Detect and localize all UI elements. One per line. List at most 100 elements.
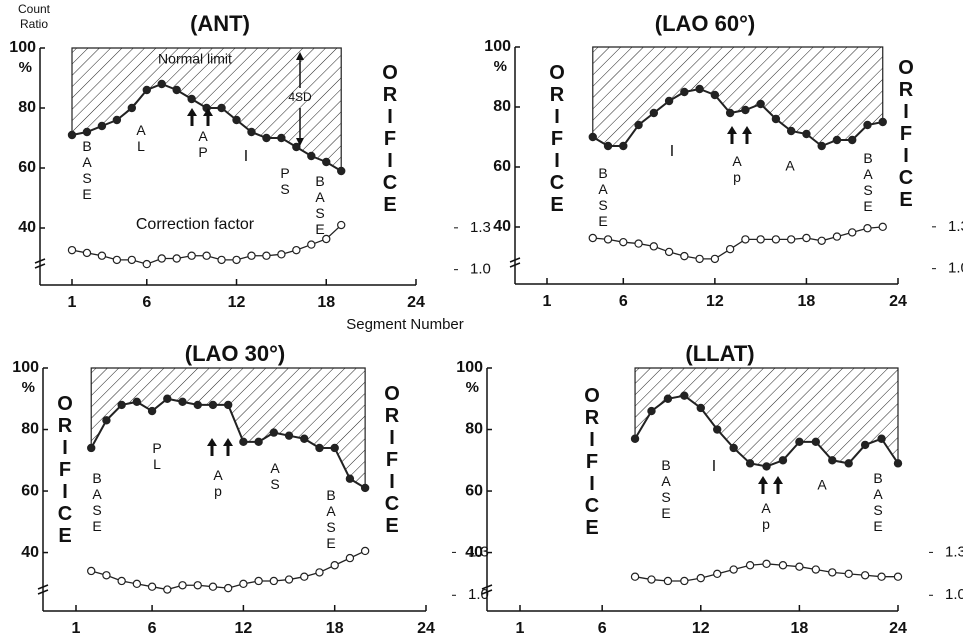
data-point — [817, 236, 826, 245]
data-point — [811, 437, 821, 447]
x-tick-label: 24 — [889, 620, 907, 637]
data-point — [741, 105, 750, 115]
data-point — [713, 425, 722, 434]
data-point — [300, 434, 309, 443]
data-point — [828, 456, 837, 465]
annotation: PS — [277, 165, 293, 197]
data-point — [360, 546, 370, 556]
data-point — [217, 103, 226, 113]
data-point — [745, 561, 755, 570]
annotation: AP — [195, 128, 211, 160]
data-point — [239, 437, 248, 447]
data-point — [647, 575, 656, 584]
data-point — [588, 233, 597, 243]
data-point — [277, 250, 286, 259]
arrow-icon — [187, 108, 197, 116]
x-tick-label: 12 — [228, 294, 246, 311]
data-point — [67, 245, 77, 255]
data-point — [863, 224, 872, 233]
y2-tick-label: 1.0 — [468, 586, 489, 603]
annotation: BASE — [79, 138, 95, 202]
x-axis-label: Segment Number — [346, 316, 464, 333]
data-point — [634, 120, 643, 130]
data-point — [292, 245, 301, 255]
data-point — [762, 462, 771, 471]
data-point — [322, 157, 331, 167]
data-point — [239, 579, 248, 589]
annotation: I — [712, 458, 716, 475]
data-point — [771, 235, 781, 244]
arrow-icon — [773, 476, 783, 484]
data-point — [828, 568, 837, 577]
data-point — [817, 141, 826, 151]
y-tick-label: 80 — [493, 98, 511, 115]
panel-title: (LAO 60°) — [655, 11, 755, 36]
data-point — [208, 400, 218, 410]
panel-title: (ANT) — [190, 11, 250, 36]
data-point — [127, 103, 137, 113]
data-point — [269, 576, 279, 586]
y2-tick-label: 1.3 — [945, 543, 963, 560]
data-point — [877, 434, 886, 443]
annotation: ORIFICE — [381, 383, 403, 537]
data-point — [893, 459, 903, 468]
data-point — [860, 440, 870, 450]
arrow-icon — [207, 438, 217, 446]
data-point — [163, 585, 172, 594]
data-point — [132, 397, 142, 407]
data-point — [193, 581, 202, 590]
y-unit: % — [494, 58, 507, 75]
data-point — [696, 403, 705, 413]
arrow-icon — [727, 126, 737, 134]
y-tick-label: 40 — [21, 544, 39, 561]
data-point — [647, 406, 656, 416]
data-point — [163, 394, 172, 403]
y-tick-label: 60 — [21, 482, 39, 499]
y-tick-label: 100 — [484, 38, 511, 55]
data-point — [157, 79, 166, 89]
annotation: 4SD — [288, 90, 312, 104]
x-tick-label: 6 — [598, 620, 607, 637]
data-point — [254, 437, 263, 447]
x-tick-label: 12 — [706, 293, 724, 310]
data-point — [634, 239, 643, 248]
data-point — [778, 456, 788, 465]
annotation: BASE — [595, 165, 611, 229]
data-point — [725, 108, 735, 118]
data-point — [680, 251, 689, 261]
x-tick-label: 18 — [790, 620, 808, 637]
data-point — [337, 166, 346, 176]
data-point — [330, 443, 339, 453]
data-point — [860, 571, 870, 580]
y-tick-label: 80 — [21, 421, 39, 438]
data-point — [630, 572, 640, 581]
data-point — [745, 459, 755, 468]
normal-limit-hatch — [592, 46, 884, 147]
annotation: BASE — [860, 150, 876, 214]
data-point — [217, 255, 226, 265]
data-point — [795, 437, 804, 447]
data-point — [284, 575, 294, 584]
x-tick-label: 6 — [142, 294, 151, 311]
data-point — [630, 434, 640, 443]
y-tick-label: 100 — [456, 359, 483, 376]
x-tick-label: 24 — [417, 620, 435, 637]
y-tick-label: 60 — [493, 158, 511, 175]
data-point — [247, 251, 256, 260]
data-point — [863, 120, 872, 130]
data-point — [232, 115, 241, 125]
data-point — [147, 582, 157, 591]
y2-tick-label: 1.0 — [948, 260, 963, 277]
y-unit: % — [19, 59, 32, 76]
data-point — [112, 255, 122, 265]
annotation: I — [670, 143, 674, 160]
data-point — [269, 428, 279, 437]
annotation: ORIFICE — [581, 385, 603, 539]
data-point — [178, 397, 187, 407]
annotation: I — [244, 148, 248, 165]
data-point — [82, 248, 92, 258]
x-tick-label: 18 — [798, 293, 816, 310]
data-point — [223, 583, 233, 593]
data-point — [187, 251, 196, 260]
